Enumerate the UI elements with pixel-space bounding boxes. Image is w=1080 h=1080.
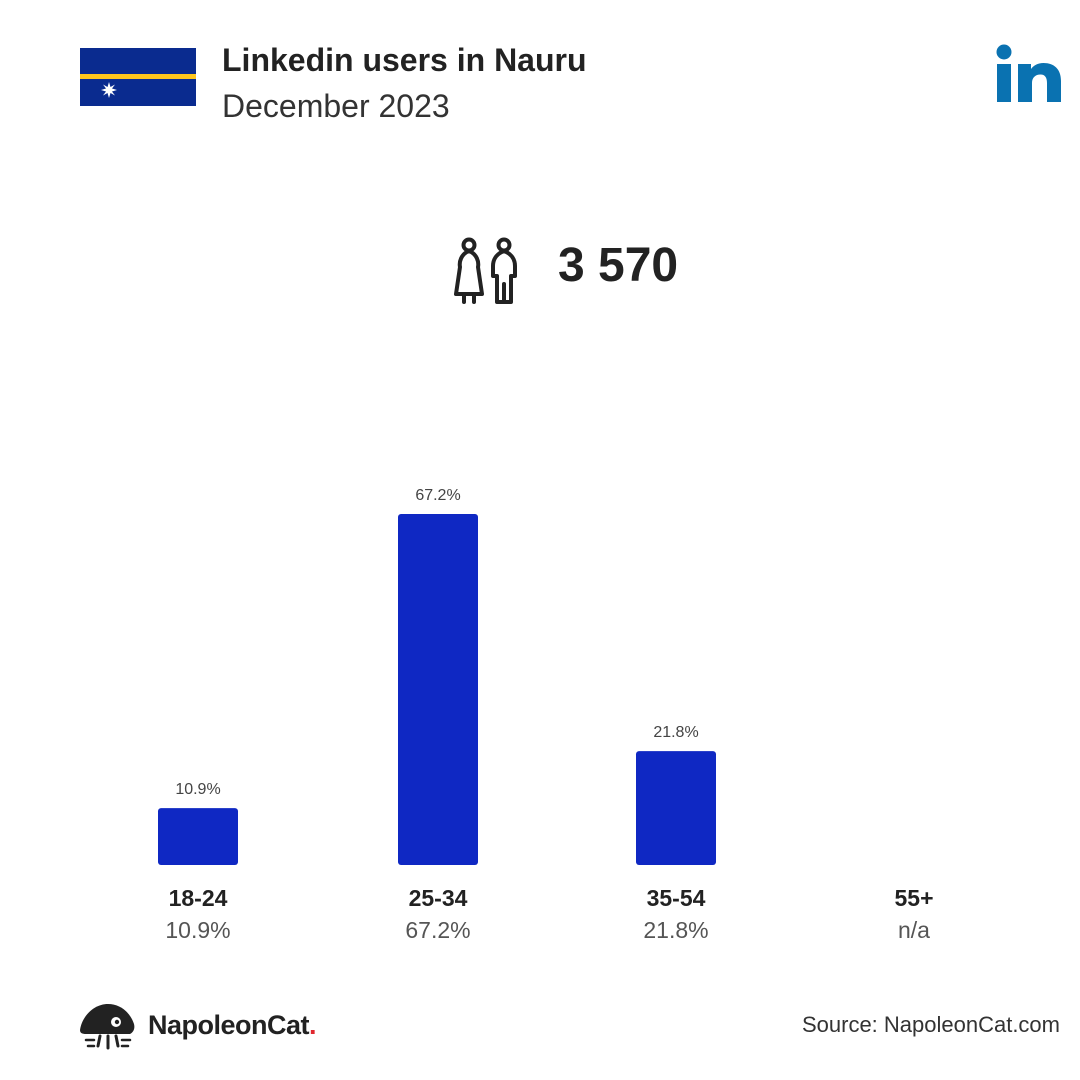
category-value-label: 10.9% <box>165 917 230 943</box>
category-value-label: n/a <box>898 917 930 943</box>
category-label: 25-34 <box>409 885 468 911</box>
age-distribution-chart: 10.9% 18-24 10.9% 67.2% 25-34 67.2% 21.8% 35-54… <box>158 487 934 943</box>
total-users-value: 3 570 <box>558 239 679 292</box>
linkedin-logo-icon <box>996 44 1061 102</box>
category-value-label: 67.2% <box>405 917 470 943</box>
page-title: Linkedin users in Nauru <box>222 42 587 78</box>
bar-value-label: 21.8% <box>653 724 698 741</box>
source-text: Source: NapoleonCat.com <box>801 1012 1060 1037</box>
napoleoncat-logo-icon <box>80 1004 135 1050</box>
nauru-flag <box>80 48 196 106</box>
bar-18-24 <box>158 808 238 865</box>
brand-name: NapoleonCat. <box>148 1010 317 1040</box>
category-label: 18-24 <box>169 885 228 911</box>
bar-25-34 <box>398 514 478 865</box>
bar-value-label: 10.9% <box>175 781 220 798</box>
bar-35-54 <box>636 751 716 865</box>
users-icon <box>454 237 517 304</box>
category-label: 35-54 <box>647 885 706 911</box>
page-subtitle: December 2023 <box>222 88 450 124</box>
category-label: 55+ <box>894 885 933 911</box>
category-value-label: 21.8% <box>643 917 708 943</box>
bar-value-label: 67.2% <box>415 487 460 504</box>
